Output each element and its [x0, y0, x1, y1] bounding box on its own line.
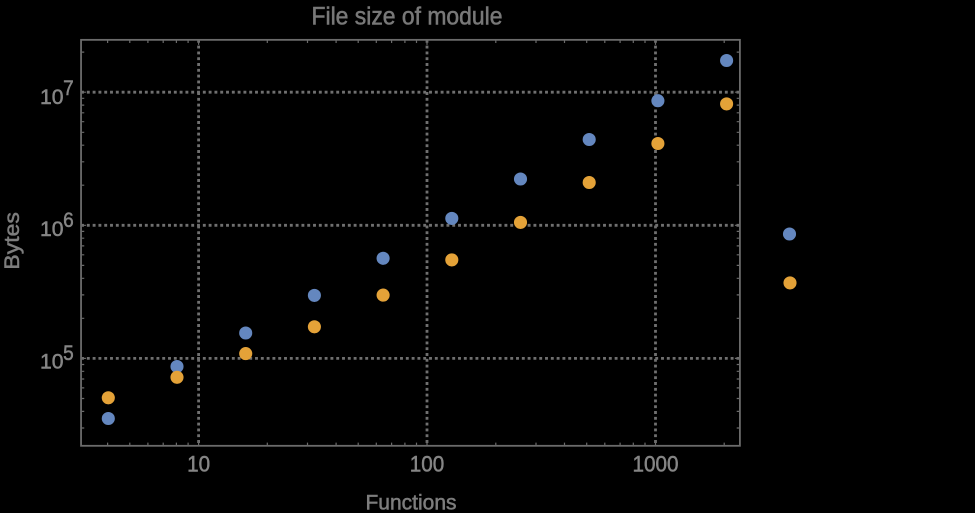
svg-text:Functions: Functions — [365, 491, 456, 513]
svg-text:Bytes: Bytes — [1, 212, 24, 270]
svg-text:100: 100 — [410, 452, 445, 477]
svg-text:1000: 1000 — [633, 452, 679, 477]
svg-text:6: 6 — [63, 209, 74, 232]
svg-text:5: 5 — [63, 342, 74, 365]
svg-text:7: 7 — [63, 77, 74, 100]
svg-text:File size of module: File size of module — [312, 4, 503, 31]
svg-text:10: 10 — [187, 452, 210, 477]
svg-text:10: 10 — [40, 86, 64, 109]
svg-text:10: 10 — [40, 218, 64, 241]
svg-text:10: 10 — [40, 351, 64, 374]
